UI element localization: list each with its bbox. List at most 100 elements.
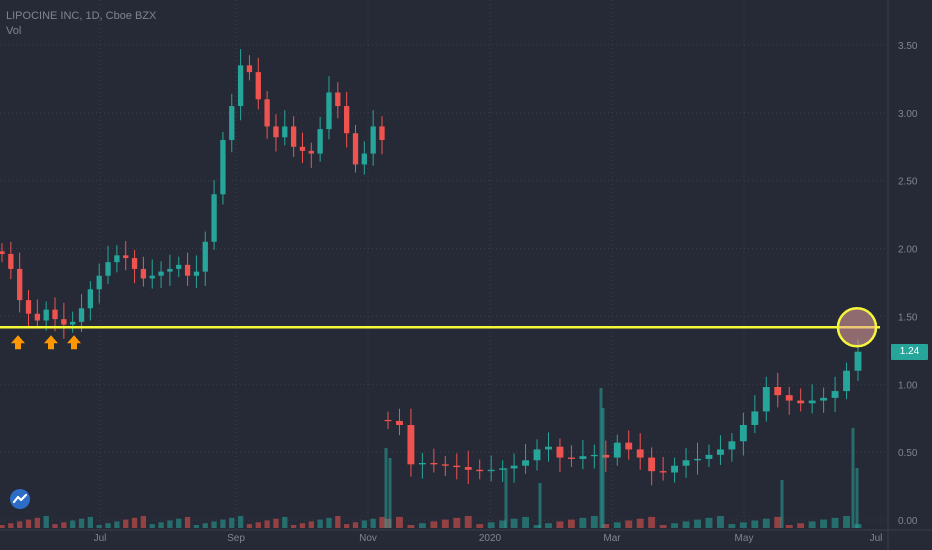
volume-bar (229, 517, 235, 528)
volume-bar (556, 521, 564, 528)
candle-body (290, 126, 297, 147)
symbol-title: LIPOCINE INC, 1D, Cboe BZX (6, 10, 157, 22)
volume-bar (8, 523, 14, 528)
volume-spike (780, 480, 784, 528)
volume-bar (797, 523, 805, 528)
volume-bar (184, 516, 191, 528)
volume-label: Vol (6, 25, 22, 37)
volume-bar (533, 525, 541, 528)
candle-body (220, 140, 226, 195)
volume-bar (105, 523, 111, 528)
volume-bar (545, 523, 552, 528)
candle-body (344, 106, 350, 134)
candle-body (694, 458, 701, 461)
x-tick-label: 2020 (479, 533, 502, 544)
candle-body (522, 460, 529, 466)
candle-body (211, 194, 217, 242)
support-circle-annotation (836, 307, 878, 348)
volume-bar (717, 516, 724, 528)
volume-bar (430, 521, 438, 528)
volume-bar (510, 518, 518, 528)
volume-bar (0, 525, 5, 528)
volume-bar (774, 516, 782, 528)
candle-body (361, 153, 367, 165)
candle-body (728, 441, 736, 450)
volume-bar (87, 516, 94, 528)
volume-bar (167, 520, 173, 528)
volume-bar (158, 522, 164, 528)
volume-bar (820, 519, 828, 528)
volume-bar (396, 516, 403, 528)
volume-bar (441, 519, 449, 528)
volume-bar (831, 517, 839, 528)
volume-bar (17, 521, 23, 528)
x-tick-label: Sep (227, 533, 245, 544)
candle-body (464, 467, 472, 470)
volume-spike (384, 448, 388, 528)
volume-bar (211, 521, 217, 528)
tradingview-logo-icon[interactable] (10, 489, 30, 509)
candle-body (123, 255, 129, 259)
candle-body (418, 463, 426, 465)
volume-bar (705, 517, 713, 528)
candle-body (820, 397, 828, 401)
arrow-shape (44, 335, 58, 350)
candle-body (34, 313, 40, 321)
volume-bar (751, 520, 759, 528)
up-arrow-icon (44, 335, 58, 350)
candle-body (808, 400, 816, 404)
candle-body (590, 454, 598, 457)
candle-body (625, 442, 633, 450)
candle-body (140, 268, 147, 279)
candle-body (158, 271, 164, 276)
candle-body (567, 457, 575, 459)
candle-body (499, 468, 507, 470)
candle-body (8, 254, 14, 269)
candle-body (105, 262, 111, 276)
volume-spike (599, 388, 603, 528)
arrow-shape (11, 335, 25, 350)
volume-bar (352, 522, 359, 528)
candle-body (273, 126, 279, 138)
candle-body (671, 465, 679, 473)
candle-body (774, 387, 782, 396)
candle-body (762, 387, 770, 412)
candle-body (299, 146, 306, 151)
candle-body (317, 129, 323, 154)
candle-body (430, 463, 438, 465)
x-tick-label: Jul (870, 533, 883, 544)
y-tick-label: 1.50 (898, 312, 918, 323)
candle-body (352, 133, 359, 165)
volume-bar (671, 523, 679, 528)
candle-body (0, 251, 5, 254)
candle-body (52, 309, 58, 320)
volume-spike (855, 468, 859, 528)
candle-body (579, 456, 587, 459)
candle-body (78, 308, 85, 322)
volume-bar (464, 516, 472, 528)
candle-body (545, 446, 552, 450)
volume-bar (361, 520, 367, 528)
y-tick-label: 0.00 (898, 516, 918, 527)
candle-body (556, 446, 564, 458)
volume-bar (193, 525, 200, 528)
volume-bar (43, 516, 49, 528)
volume-bar (317, 519, 323, 528)
candle-body (237, 65, 244, 107)
candle-body (193, 271, 200, 276)
volume-bar (613, 522, 621, 528)
candle-body (70, 321, 76, 325)
candle-body (114, 255, 120, 263)
volume-bar (659, 525, 667, 528)
volume-bar (407, 525, 415, 528)
candle-body (384, 419, 392, 422)
volume-bar (682, 521, 690, 528)
volume-bar (202, 523, 208, 528)
candle-body (785, 395, 793, 401)
y-tick-label: 3.00 (898, 109, 918, 120)
volume-bar (114, 521, 120, 528)
candle-body (202, 241, 208, 272)
volume-bar (625, 520, 633, 528)
